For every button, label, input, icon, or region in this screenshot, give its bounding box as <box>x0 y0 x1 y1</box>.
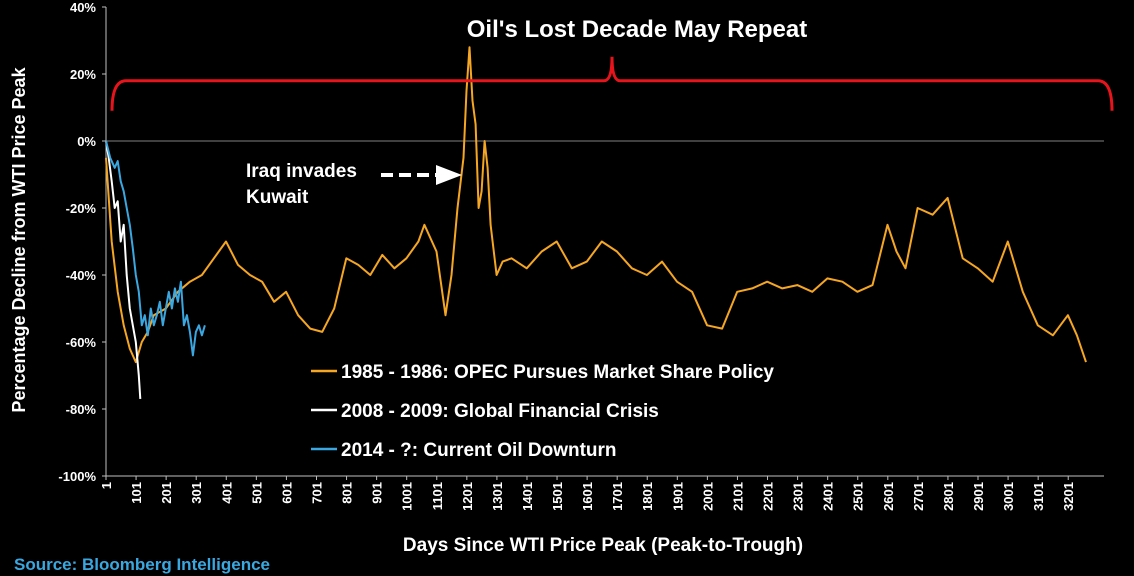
x-tick-label: 2701 <box>911 482 926 511</box>
x-tick-label: 201 <box>159 482 174 504</box>
x-tick-label: 3101 <box>1031 482 1046 511</box>
annotation: Iraq invades Kuwait <box>246 161 462 208</box>
x-tick-label: 1 <box>99 482 114 489</box>
plot-area <box>105 7 1104 477</box>
annotation-arrow-head <box>436 165 462 185</box>
x-tick-label: 101 <box>129 482 144 504</box>
legend-label-gfc: 2008 - 2009: Global Financial Crisis <box>341 401 659 422</box>
x-tick-label: 2001 <box>700 482 715 511</box>
x-tick-label: 2201 <box>761 482 776 511</box>
x-tick-label: 1601 <box>580 482 595 511</box>
x-tick-label: 501 <box>249 482 264 504</box>
bracket <box>110 56 1114 111</box>
x-tick-label: 601 <box>279 482 294 504</box>
x-tick-label: 1901 <box>670 482 685 511</box>
x-tick-label: 1501 <box>550 482 565 511</box>
x-tick-label: 301 <box>189 482 204 504</box>
x-tick-label: 2601 <box>881 482 896 511</box>
x-tick-label: 2901 <box>971 482 986 511</box>
x-tick-label: 1801 <box>640 482 655 511</box>
x-tick-label: 1001 <box>400 482 415 511</box>
x-tick-label: 2501 <box>851 482 866 511</box>
x-tick-label: 1101 <box>430 482 445 510</box>
source-note: Source: Bloomberg Intelligence <box>14 555 270 574</box>
annotation-line-1: Iraq invades <box>246 161 357 182</box>
x-tick-label: 2301 <box>791 482 806 511</box>
x-axis-title: Days Since WTI Price Peak (Peak-to-Troug… <box>403 535 803 556</box>
y-tick-label: -20% <box>66 201 97 216</box>
y-axis-title: Percentage Decline from WTI Price Peak <box>9 66 29 412</box>
legend-label-current: 2014 - ?: Current Oil Downturn <box>341 440 617 461</box>
series-line-2 <box>105 140 206 357</box>
y-tick-label: -80% <box>66 402 97 417</box>
legend-label-opec: 1985 - 1986: OPEC Pursues Market Share P… <box>341 362 774 383</box>
x-tick-label: 1201 <box>460 482 475 511</box>
x-tick-label: 401 <box>219 482 234 504</box>
x-tick-label: 3201 <box>1061 482 1076 511</box>
y-tick-label: -60% <box>66 335 97 350</box>
x-tick-label: 1401 <box>520 482 535 511</box>
series-line-1 <box>105 140 142 399</box>
x-tick-label: 2801 <box>941 482 956 511</box>
y-tick-label: -100% <box>58 469 96 484</box>
y-tick-label: 40% <box>70 0 96 15</box>
y-tick-label: 20% <box>70 67 96 82</box>
x-tick-label: 1701 <box>610 482 625 511</box>
x-axis: 1 101 201 301 401 501 601 701 801 901 1001 1101 1201… <box>99 476 1076 511</box>
x-tick-label: 1301 <box>490 482 505 511</box>
x-tick-label: 3001 <box>1001 482 1016 511</box>
x-tick-label: 2101 <box>730 482 745 511</box>
red-bracket <box>110 56 1114 111</box>
y-tick-label: 0% <box>77 134 96 149</box>
legend: 1985 - 1986: OPEC Pursues Market Share P… <box>311 362 774 461</box>
y-axis: 40% 20% 0% -20% -40% -60% -80% -100% <box>58 0 106 484</box>
x-tick-label: 901 <box>370 482 385 504</box>
x-tick-label: 701 <box>309 482 324 504</box>
chart-title: Oil's Lost Decade May Repeat <box>467 16 808 43</box>
x-tick-label: 2401 <box>821 482 836 511</box>
series-line-0 <box>105 46 1087 364</box>
x-tick-label: 801 <box>340 482 355 504</box>
y-tick-label: -40% <box>66 268 97 283</box>
annotation-line-2: Kuwait <box>246 187 309 208</box>
series-lines <box>105 46 1087 399</box>
